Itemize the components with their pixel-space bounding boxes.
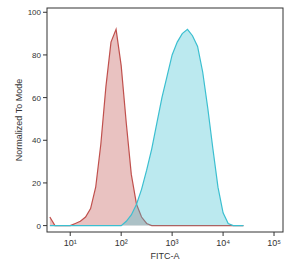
x-tick-label: 10⁴ bbox=[216, 238, 230, 248]
plot-frame bbox=[47, 8, 283, 232]
y-tick-label: 80 bbox=[32, 51, 41, 60]
y-axis-label: Normalized To Mode bbox=[14, 79, 24, 161]
x-tick bbox=[70, 232, 71, 236]
y-tick-label: 40 bbox=[32, 136, 41, 145]
histogram-line bbox=[50, 29, 244, 225]
x-tick-label: 10³ bbox=[166, 238, 179, 248]
y-tick-label: 100 bbox=[28, 8, 42, 17]
plot-area bbox=[50, 29, 244, 225]
area-fill bbox=[50, 29, 244, 225]
x-tick-label: 10¹ bbox=[64, 238, 77, 248]
x-tick bbox=[223, 232, 224, 236]
y-tick bbox=[43, 97, 47, 98]
y-tick bbox=[43, 225, 47, 226]
x-axis-label: FITC-A bbox=[151, 251, 180, 261]
x-tick-label: 10⁵ bbox=[267, 238, 281, 248]
y-tick bbox=[43, 182, 47, 183]
y-tick-label: 60 bbox=[32, 94, 41, 103]
chart: 0 20 40 60 80 100 10¹ 10² 10³ 10⁴ 10⁵ FITC-A Normali… bbox=[0, 0, 300, 266]
x-tick bbox=[172, 232, 173, 236]
y-tick bbox=[43, 54, 47, 55]
y-tick-label: 0 bbox=[37, 222, 42, 231]
y-tick bbox=[43, 12, 47, 13]
x-tick bbox=[274, 232, 275, 236]
x-tick-label: 10² bbox=[115, 238, 128, 248]
y-tick bbox=[43, 140, 47, 141]
x-tick bbox=[121, 232, 122, 236]
y-tick-label: 20 bbox=[32, 179, 41, 188]
area-fill bbox=[50, 29, 244, 225]
histogram-line bbox=[50, 29, 244, 225]
